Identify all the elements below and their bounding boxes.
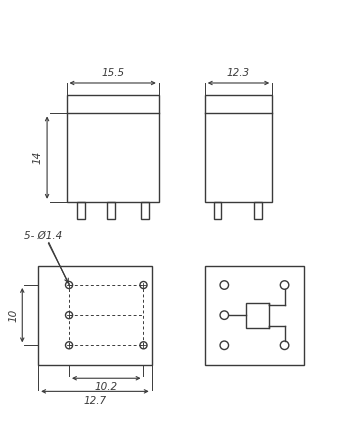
Bar xyxy=(38,265,152,365)
Bar xyxy=(77,202,85,219)
Bar xyxy=(255,202,262,219)
Bar xyxy=(141,202,149,219)
Text: 14: 14 xyxy=(33,151,43,164)
Bar xyxy=(67,95,159,202)
Bar xyxy=(205,265,304,365)
Text: 12.7: 12.7 xyxy=(84,396,107,405)
Bar xyxy=(107,202,115,219)
Text: 10: 10 xyxy=(8,309,18,322)
Text: 10.2: 10.2 xyxy=(95,383,118,392)
Bar xyxy=(247,303,270,327)
Text: 15.5: 15.5 xyxy=(101,68,124,78)
Bar xyxy=(205,95,272,202)
Text: 12.3: 12.3 xyxy=(227,68,250,78)
Bar xyxy=(214,202,221,219)
Text: 5- Ø1.4: 5- Ø1.4 xyxy=(24,231,62,241)
